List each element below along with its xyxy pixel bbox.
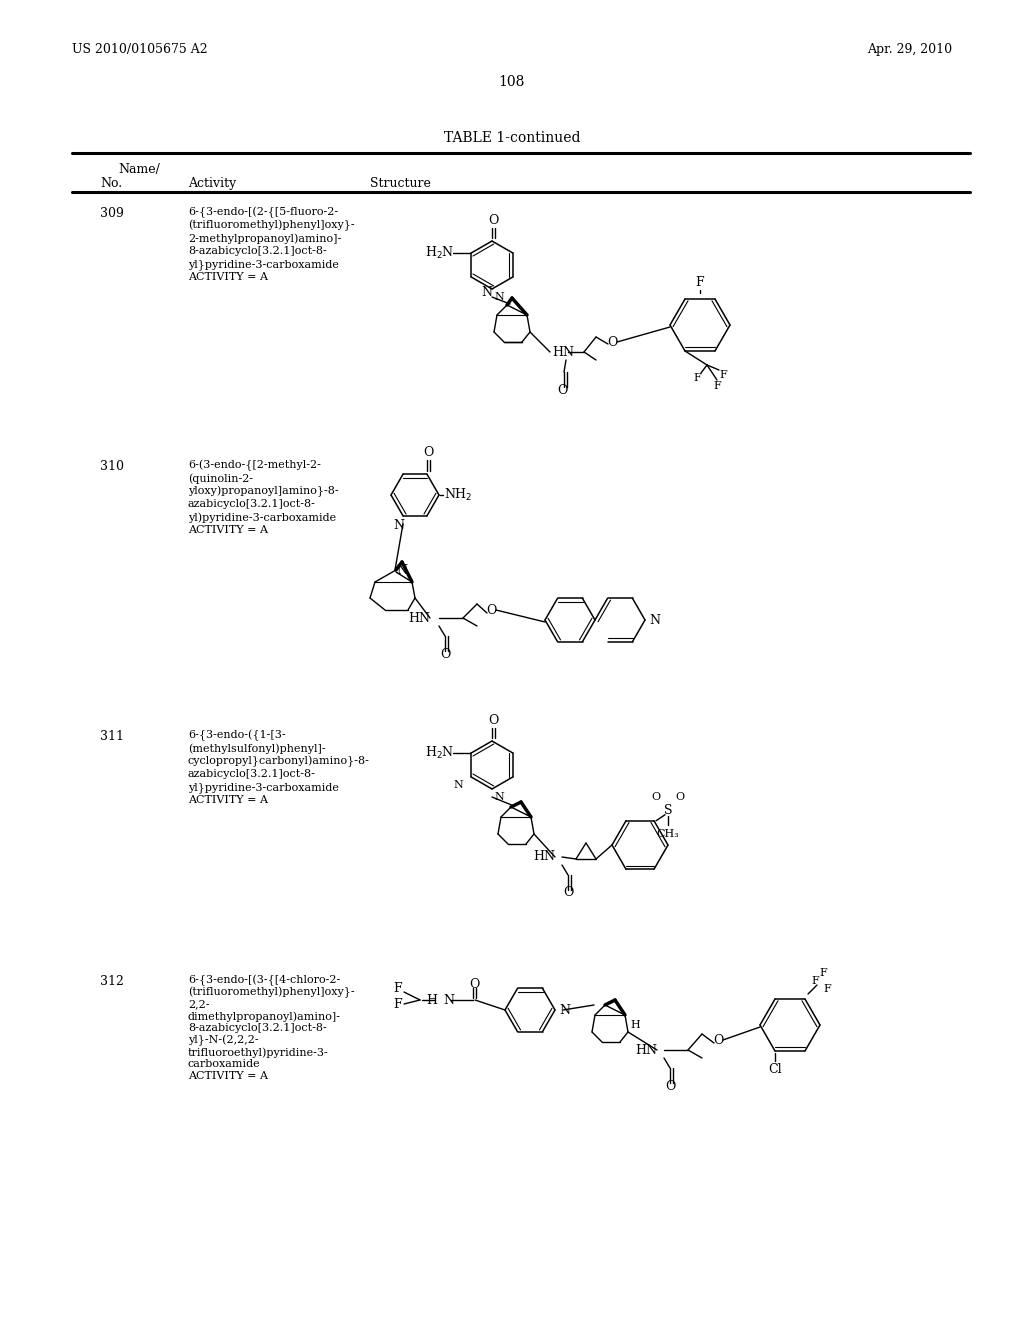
Text: 311: 311: [100, 730, 124, 743]
Text: 108: 108: [499, 75, 525, 88]
Text: F: F: [811, 975, 819, 986]
Text: 6-(3-endo-{[2-methyl-2-: 6-(3-endo-{[2-methyl-2-: [188, 459, 321, 471]
Text: F: F: [393, 998, 402, 1011]
Text: ACTIVITY = A: ACTIVITY = A: [188, 1071, 268, 1081]
Text: Activity: Activity: [188, 177, 237, 190]
Text: HN: HN: [408, 611, 430, 624]
Text: S: S: [664, 804, 672, 817]
Text: yl}pyridine-3-carboxamide: yl}pyridine-3-carboxamide: [188, 781, 339, 793]
Text: N: N: [443, 994, 454, 1006]
Text: dimethylpropanoyl)amino]-: dimethylpropanoyl)amino]-: [188, 1011, 341, 1022]
Text: O: O: [485, 603, 497, 616]
Text: F: F: [823, 983, 830, 994]
Text: (trifluoromethyl)phenyl]oxy}-: (trifluoromethyl)phenyl]oxy}-: [188, 987, 354, 998]
Text: cyclopropyl}carbonyl)amino}-8-: cyclopropyl}carbonyl)amino}-8-: [188, 756, 370, 767]
Text: F: F: [819, 968, 826, 978]
Text: 312: 312: [100, 975, 124, 987]
Text: 8-azabicyclo[3.2.1]oct-8-: 8-azabicyclo[3.2.1]oct-8-: [188, 1023, 327, 1034]
Text: O: O: [423, 446, 433, 459]
Text: N: N: [481, 285, 493, 298]
Text: 310: 310: [100, 459, 124, 473]
Text: H: H: [426, 994, 437, 1006]
Text: F: F: [693, 374, 700, 383]
Text: O: O: [607, 335, 617, 348]
Text: N: N: [454, 780, 463, 789]
Text: N: N: [494, 792, 504, 803]
Text: yl}-N-(2,2,2-: yl}-N-(2,2,2-: [188, 1035, 259, 1047]
Text: N: N: [396, 564, 407, 577]
Text: HN: HN: [635, 1044, 657, 1056]
Text: Structure: Structure: [370, 177, 431, 190]
Text: (quinolin-2-: (quinolin-2-: [188, 473, 253, 483]
Text: (trifluoromethyl)phenyl]oxy}-: (trifluoromethyl)phenyl]oxy}-: [188, 220, 354, 231]
Text: O: O: [713, 1034, 723, 1047]
Text: HN: HN: [552, 346, 574, 359]
Text: O: O: [440, 648, 451, 660]
Text: azabicyclo[3.2.1]oct-8-: azabicyclo[3.2.1]oct-8-: [188, 499, 315, 510]
Text: N: N: [393, 519, 404, 532]
Text: azabicyclo[3.2.1]oct-8-: azabicyclo[3.2.1]oct-8-: [188, 770, 315, 779]
Text: TABLE 1-continued: TABLE 1-continued: [443, 131, 581, 145]
Text: O: O: [469, 978, 479, 990]
Text: NH$_2$: NH$_2$: [444, 487, 472, 503]
Text: 2-methylpropanoyl)amino]-: 2-methylpropanoyl)amino]-: [188, 234, 341, 244]
Text: Name/: Name/: [118, 162, 160, 176]
Text: H$_2$N: H$_2$N: [425, 744, 454, 762]
Text: O: O: [487, 214, 499, 227]
Text: O: O: [676, 792, 685, 801]
Text: yl)pyridine-3-carboxamide: yl)pyridine-3-carboxamide: [188, 512, 336, 523]
Text: N: N: [559, 1003, 570, 1016]
Text: N: N: [649, 614, 660, 627]
Text: F: F: [719, 370, 727, 380]
Text: 8-azabicyclo[3.2.1]oct-8-: 8-azabicyclo[3.2.1]oct-8-: [188, 246, 327, 256]
Text: HN: HN: [534, 850, 555, 863]
Text: 6-{3-endo-[(3-{[4-chloro-2-: 6-{3-endo-[(3-{[4-chloro-2-: [188, 975, 340, 986]
Text: 2,2-: 2,2-: [188, 999, 210, 1008]
Text: O: O: [563, 887, 573, 899]
Text: ACTIVITY = A: ACTIVITY = A: [188, 525, 268, 535]
Text: F: F: [393, 982, 402, 994]
Text: 6-{3-endo-[(2-{[5-fluoro-2-: 6-{3-endo-[(2-{[5-fluoro-2-: [188, 207, 338, 218]
Text: ACTIVITY = A: ACTIVITY = A: [188, 272, 268, 282]
Text: 309: 309: [100, 207, 124, 220]
Text: O: O: [651, 792, 660, 801]
Text: Cl: Cl: [768, 1063, 781, 1076]
Text: US 2010/0105675 A2: US 2010/0105675 A2: [72, 44, 208, 57]
Text: F: F: [695, 276, 705, 289]
Text: O: O: [665, 1080, 675, 1093]
Text: 6-{3-endo-({1-[3-: 6-{3-endo-({1-[3-: [188, 730, 286, 742]
Text: F: F: [713, 381, 721, 391]
Text: (methylsulfonyl)phenyl]-: (methylsulfonyl)phenyl]-: [188, 743, 326, 754]
Text: CH₃: CH₃: [656, 829, 679, 838]
Text: N: N: [494, 292, 504, 302]
Text: H$_2$N: H$_2$N: [425, 246, 454, 261]
Text: H: H: [630, 1020, 640, 1030]
Text: No.: No.: [100, 177, 122, 190]
Text: O: O: [487, 714, 499, 727]
Text: ACTIVITY = A: ACTIVITY = A: [188, 795, 268, 805]
Text: trifluoroethyl)pyridine-3-: trifluoroethyl)pyridine-3-: [188, 1047, 329, 1057]
Text: Apr. 29, 2010: Apr. 29, 2010: [867, 44, 952, 57]
Text: O: O: [557, 384, 567, 396]
Text: carboxamide: carboxamide: [188, 1059, 261, 1069]
Text: yloxy)propanoyl]amino}-8-: yloxy)propanoyl]amino}-8-: [188, 486, 339, 498]
Text: yl}pyridine-3-carboxamide: yl}pyridine-3-carboxamide: [188, 259, 339, 269]
